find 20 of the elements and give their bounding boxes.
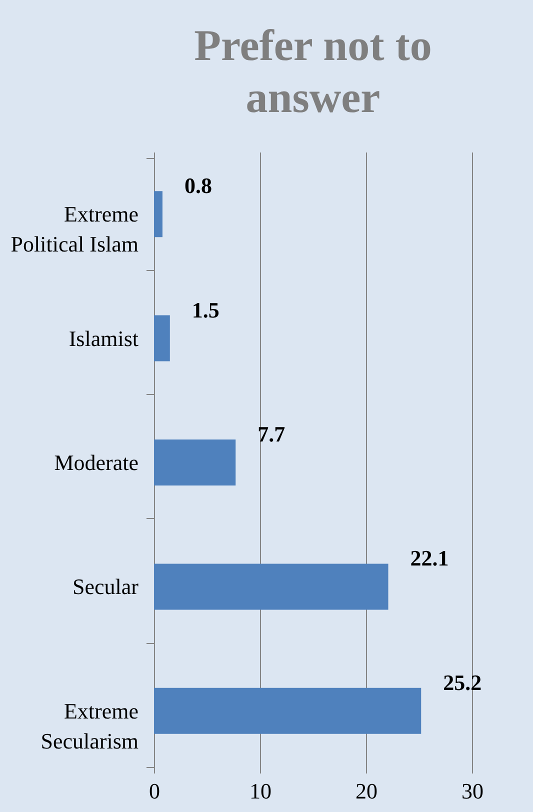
chart-title: Prefer not to answer: [194, 21, 432, 122]
x-tick-label: 0: [149, 778, 160, 804]
bar: [154, 564, 388, 610]
data-label: 22.1: [410, 546, 449, 571]
data-label: 0.8: [184, 173, 212, 198]
data-label: 25.2: [443, 670, 482, 695]
y-tick-label: Islamist: [68, 326, 138, 351]
bar: [154, 191, 162, 238]
data-label: 1.5: [192, 297, 220, 322]
y-tick-label: Secular: [72, 574, 140, 600]
bar: [154, 440, 236, 486]
bar: [154, 315, 170, 362]
bar: [154, 688, 422, 734]
y-tick-label: Extreme Secularism: [40, 698, 138, 754]
y-tick-label: Moderate: [54, 450, 138, 475]
x-tick-label: 30: [462, 778, 484, 804]
y-tick-label: Extreme Political Islam: [10, 202, 138, 257]
x-tick-label: 20: [356, 778, 378, 804]
x-tick-label: 10: [250, 778, 272, 804]
data-label: 7.7: [258, 422, 286, 446]
